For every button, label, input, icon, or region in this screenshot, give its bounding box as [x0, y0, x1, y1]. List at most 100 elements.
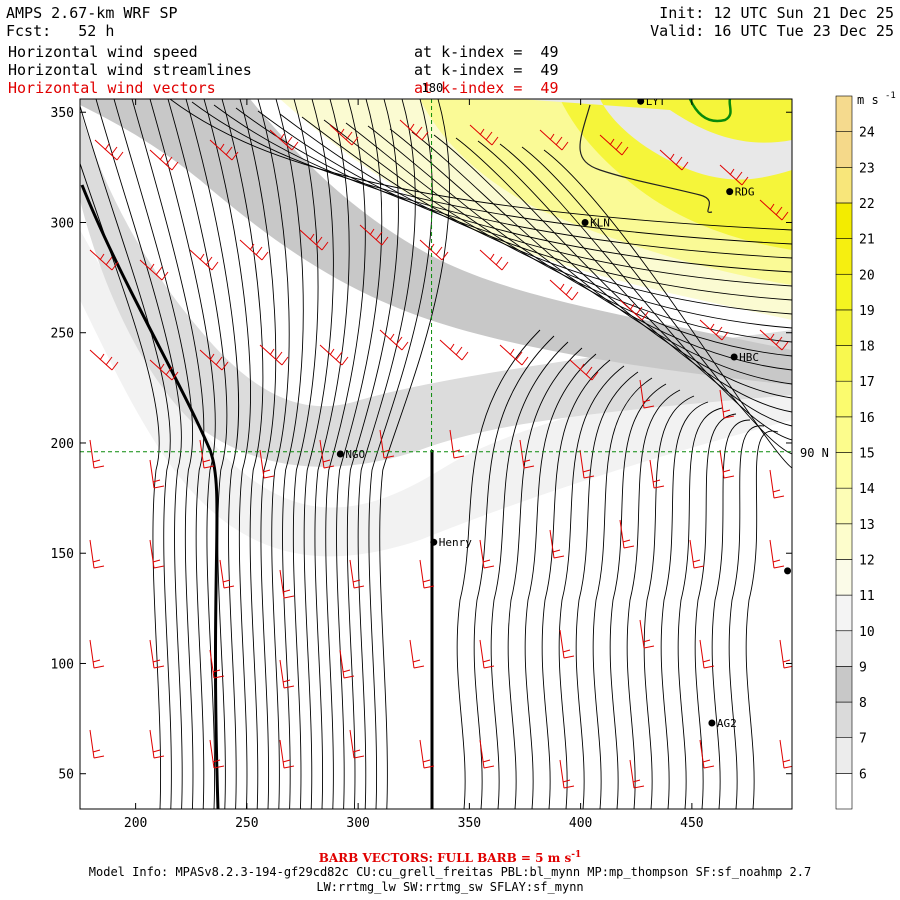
streamline — [592, 377, 653, 809]
colorbar-bin — [835, 167, 853, 204]
station-marker — [581, 218, 589, 226]
wind-barb — [209, 649, 225, 679]
field-name-streamlines: Horizontal wind streamlines — [8, 61, 252, 79]
wind-barb — [639, 379, 655, 409]
shading-gray — [80, 110, 792, 467]
field-name-wind-speed: Horizontal wind speed — [8, 43, 198, 61]
barb-note-exponent: -1 — [571, 850, 582, 860]
wind-barb — [719, 164, 749, 186]
station-label: AG2 — [717, 717, 737, 730]
wind-barb — [639, 619, 655, 649]
streamline — [456, 329, 541, 809]
x-tick-label: 450 — [680, 816, 703, 831]
streamline — [314, 99, 350, 809]
streamline — [169, 99, 792, 231]
streamline — [368, 99, 433, 809]
streamline — [203, 99, 251, 809]
wind-barb — [379, 329, 409, 351]
wind-barbs — [89, 119, 792, 789]
wind-barb — [89, 439, 105, 469]
streamline — [239, 99, 277, 809]
streamline — [292, 99, 319, 809]
colorbar-bin — [835, 630, 853, 667]
shading-yellow-strong — [560, 99, 792, 250]
streamline — [677, 407, 723, 809]
shading-gray-dark — [80, 99, 792, 385]
field-level-wind-speed: at k-index = 49 — [414, 43, 559, 61]
x-tick-label: 250 — [235, 816, 258, 831]
station-marker — [637, 99, 645, 105]
wind-barb — [399, 119, 429, 141]
wind-barb — [479, 739, 495, 769]
station-label: NGO — [345, 448, 365, 461]
y-tick-label: 250 — [51, 327, 74, 342]
streamline — [323, 119, 792, 329]
streamline — [433, 134, 792, 399]
y-tick-label: 100 — [51, 657, 74, 672]
x-tick-label: 400 — [569, 816, 592, 831]
station-marker — [730, 353, 738, 361]
streamline — [185, 99, 239, 809]
streamline — [507, 347, 583, 809]
colorbar-bin — [835, 737, 853, 774]
wind-barb — [619, 299, 649, 321]
wind-barb — [139, 259, 169, 281]
streamline — [257, 99, 290, 809]
forecast-hour: Fcst: 52 h — [6, 22, 115, 40]
streamline — [521, 146, 792, 455]
wind-barb — [759, 199, 789, 221]
wind-barb — [519, 439, 535, 469]
wind-barb — [199, 439, 215, 469]
streamline — [609, 383, 667, 809]
wind-barb — [89, 349, 119, 371]
wind-barb — [779, 639, 792, 669]
wind-barb — [539, 129, 569, 151]
wind-barb — [149, 149, 179, 171]
streamline — [626, 389, 681, 809]
wind-barb — [299, 229, 329, 251]
colorbar-label: 23 — [859, 161, 875, 176]
streamline — [558, 365, 625, 809]
map-area: NGO Henry KLN RDG HBC AG2 LYT — [80, 99, 792, 809]
wind-barb — [199, 349, 229, 371]
colorbar-bin — [835, 202, 853, 239]
station-label: HBC — [739, 351, 759, 364]
terrain-contour — [579, 104, 713, 213]
wind-barb — [209, 139, 239, 161]
station-marker — [784, 567, 792, 575]
colorbar-label: 24 — [859, 126, 875, 141]
wind-barb — [769, 539, 785, 569]
wind-barb — [619, 519, 635, 549]
colorbar-bin — [835, 666, 853, 703]
streamline — [473, 335, 555, 809]
colorbar-bin — [835, 487, 853, 525]
streamline — [80, 104, 172, 809]
streamline — [113, 99, 194, 809]
streamline-bold — [80, 184, 220, 809]
colorbar-label: 20 — [859, 268, 875, 283]
colorbar-label: 8 — [859, 696, 867, 711]
streamline — [411, 131, 792, 385]
field-name-wind-vectors: Horizontal wind vectors — [8, 79, 216, 97]
x-tick-label: 300 — [346, 816, 369, 831]
wind-barb — [549, 529, 565, 559]
colorbar: 6 7 8 9 10 11 12 13 14 15 16 17 18 19 20 21 22 23 24 m s -1 — [835, 91, 896, 810]
x-tick-label: 200 — [124, 816, 147, 831]
y-tick-label: 350 — [51, 106, 74, 121]
colorbar-label: 6 — [859, 767, 867, 782]
streamline — [694, 413, 737, 809]
streamline — [367, 125, 792, 357]
wind-barb — [689, 539, 705, 569]
streamline — [575, 371, 639, 809]
wind-barb — [259, 449, 275, 479]
wind-barb — [329, 124, 359, 146]
wind-barb — [759, 329, 789, 351]
model-title: AMPS 2.67-km WRF SP — [6, 4, 178, 22]
streamline — [660, 401, 709, 809]
colorbar-label: 17 — [859, 375, 875, 390]
wind-barb — [569, 359, 599, 381]
colorbar-label: 15 — [859, 447, 875, 462]
wind-barb — [189, 249, 219, 271]
colorbar-label: 11 — [859, 589, 875, 604]
x-tick-label: 350 — [458, 816, 481, 831]
